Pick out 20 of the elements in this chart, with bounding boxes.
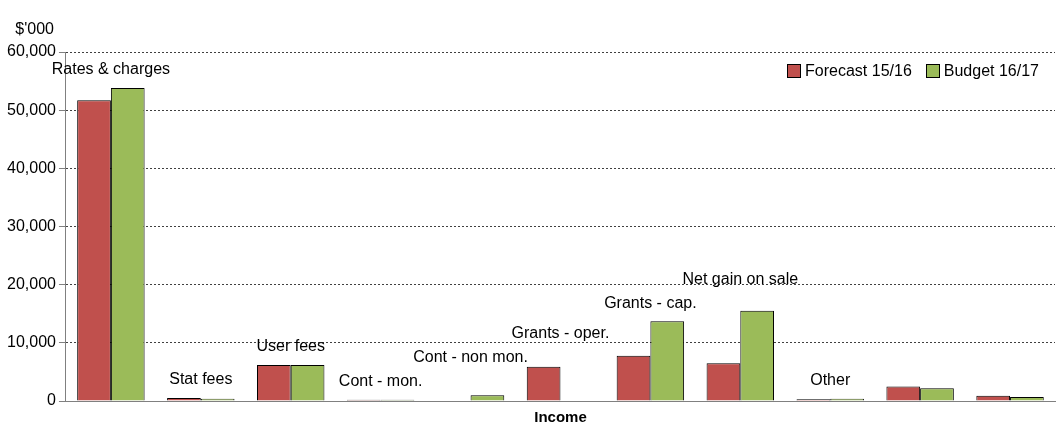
y-tick-label: 20,000 — [7, 275, 57, 293]
x-tick-label: Cont - mon. — [338, 372, 423, 390]
y-tick-label: 50,000 — [7, 100, 57, 118]
y-axis-title: $'000 — [15, 20, 55, 38]
y-tick-label: 0 — [47, 391, 57, 409]
y-tick-label: 30,000 — [7, 216, 57, 234]
y-tick-label: 10,000 — [7, 333, 57, 351]
legend-label: Forecast 15/16 — [805, 62, 912, 80]
x-tick-label: Grants - oper. — [511, 324, 610, 342]
y-tick-label: 40,000 — [7, 158, 57, 176]
legend-label: Budget 16/17 — [943, 62, 1039, 80]
x-tick-label: Other — [810, 371, 851, 389]
x-tick-label: Cont - non mon. — [413, 348, 528, 366]
y-tick-label: 60,000 — [7, 42, 57, 60]
x-tick-label: Grants - cap. — [604, 293, 697, 311]
x-tick-label: Rates & charges — [51, 60, 171, 78]
x-axis-title: Income — [534, 408, 587, 426]
x-tick-label: Net gain on sale — [682, 269, 799, 287]
x-tick-label: Stat fees — [169, 370, 233, 388]
x-tick-label: User fees — [256, 337, 325, 355]
